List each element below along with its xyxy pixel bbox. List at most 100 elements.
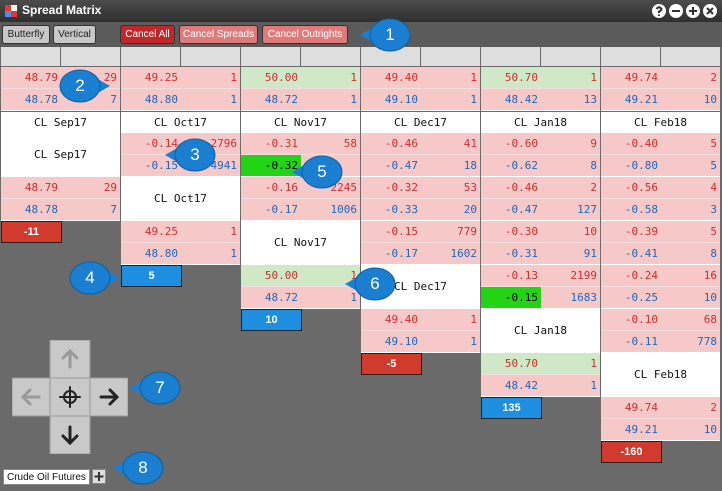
bid-price[interactable]: 48.80 [144,247,178,260]
bid-price[interactable]: -0.15 [144,159,178,172]
offer-price[interactable]: -0.46 [384,137,418,150]
offer-qty[interactable]: 29 [103,181,117,194]
bid-price[interactable]: 48.72 [264,93,298,106]
offer-price[interactable]: 48.79 [24,71,58,84]
position-button[interactable]: -11 [1,221,62,243]
offer-price[interactable]: -0.32 [384,181,418,194]
offer-qty[interactable]: 2 [710,401,717,414]
offer-price[interactable]: 49.40 [384,313,418,326]
offer-price[interactable]: 48.79 [24,181,58,194]
bid-price[interactable]: -0.47 [504,203,538,216]
offer-qty[interactable]: 1 [470,313,477,326]
offer-qty[interactable]: 68 [703,313,717,326]
offer-qty[interactable]: 2 [710,71,717,84]
bid-qty[interactable]: 91 [583,247,597,260]
offer-qty[interactable]: 4 [710,181,717,194]
offer-price[interactable]: -0.40 [624,137,658,150]
offer-price[interactable]: -0.10 [624,313,658,326]
bid-qty[interactable]: 127 [577,203,597,216]
dpad-graphic[interactable] [11,339,129,455]
bid-qty[interactable]: 13 [583,93,597,106]
offer-qty[interactable]: 2 [590,181,597,194]
bid-qty[interactable]: 20 [463,203,477,216]
bid-price[interactable]: -0.31 [504,247,538,260]
offer-price[interactable]: 49.25 [144,225,178,238]
position-button[interactable]: 10 [241,309,302,331]
bid-price[interactable]: 48.78 [24,203,58,216]
offer-qty[interactable]: 2796 [210,137,238,150]
offer-qty[interactable]: 2245 [330,181,358,194]
offer-qty[interactable]: 5 [710,137,717,150]
offer-qty[interactable]: 1 [590,357,597,370]
bid-price[interactable]: -0.58 [624,203,658,216]
offer-qty[interactable]: 1 [590,71,597,84]
bid-price[interactable]: -0.33 [384,203,418,216]
bid-price[interactable]: -0.17 [264,203,298,216]
add-tab[interactable] [92,469,106,484]
offer-qty[interactable]: 9 [590,137,597,150]
bid-price[interactable]: -0.47 [384,159,418,172]
bid-qty[interactable]: 778 [697,335,717,348]
position-button[interactable]: -160 [601,441,662,463]
bid-qty[interactable]: 1 [470,335,477,348]
offer-price[interactable]: -0.16 [264,181,298,194]
offer-price[interactable]: -0.46 [504,181,538,194]
bid-qty[interactable]: 18 [463,159,477,172]
offer-price[interactable]: -0.60 [504,137,538,150]
bid-price[interactable]: 49.10 [384,335,418,348]
bid-qty[interactable]: 1 [590,379,597,392]
offer-qty[interactable]: 779 [457,225,477,238]
offer-qty[interactable]: 58 [343,137,357,150]
offer-qty[interactable]: 29 [103,71,117,84]
offer-qty[interactable]: 1 [350,71,357,84]
offer-price[interactable]: -0.14 [144,137,178,150]
offer-qty[interactable]: 1 [230,225,237,238]
bid-qty[interactable]: 1 [350,93,357,106]
bid-price[interactable]: 48.42 [504,93,538,106]
position-button[interactable]: 5 [121,265,182,287]
offer-price[interactable]: 49.74 [624,71,658,84]
offer-qty[interactable]: 41 [463,137,477,150]
offer-price[interactable]: -0.56 [624,181,658,194]
bid-price[interactable]: 48.72 [264,291,298,304]
bid-price[interactable]: -0.15 [481,287,541,308]
offer-price[interactable]: -0.13 [504,269,538,282]
bid-qty[interactable]: 5 [710,159,717,172]
bid-qty[interactable]: 1 [350,291,357,304]
offer-price[interactable]: 50.70 [504,71,538,84]
bid-qty[interactable]: 3 [710,203,717,216]
offer-price[interactable]: 50.70 [504,357,538,370]
toolbar-button[interactable]: Butterfly [2,25,50,44]
offer-price[interactable]: -0.39 [624,225,658,238]
offer-qty[interactable]: 10 [583,225,597,238]
bid-qty[interactable]: 10 [703,423,717,436]
bid-qty[interactable]: 1 [230,93,237,106]
bid-price[interactable]: -0.32 [241,155,301,176]
toolbar-button[interactable]: Cancel All [120,25,175,44]
bid-qty[interactable]: 1683 [570,291,598,304]
offer-qty[interactable]: 1 [230,71,237,84]
bid-qty[interactable]: 1 [470,93,477,106]
offer-qty[interactable]: 1 [470,71,477,84]
bid-qty[interactable]: 1602 [450,247,478,260]
toolbar-button[interactable]: Cancel Spreads [179,25,258,44]
bid-price[interactable]: -0.11 [624,335,658,348]
bid-price[interactable]: 49.21 [624,93,658,106]
offer-qty[interactable]: 2199 [570,269,598,282]
bid-price[interactable]: 49.21 [624,423,658,436]
bid-price[interactable]: 48.80 [144,93,178,106]
offer-price[interactable]: -0.15 [384,225,418,238]
tab[interactable]: Crude Oil Futures [3,469,90,485]
offer-qty[interactable]: 16 [703,269,717,282]
bid-qty[interactable]: 1 [230,247,237,260]
offer-price[interactable]: -0.30 [504,225,538,238]
bid-price[interactable]: -0.17 [384,247,418,260]
offer-price[interactable]: 49.40 [384,71,418,84]
toolbar-button[interactable]: Cancel Outrights [262,25,348,44]
offer-qty[interactable]: 53 [463,181,477,194]
position-button[interactable]: 135 [481,397,542,419]
bid-qty[interactable]: 7 [110,93,117,106]
bid-qty[interactable]: 8 [590,159,597,172]
bid-price[interactable]: -0.41 [624,247,658,260]
bid-qty[interactable]: 7 [110,203,117,216]
